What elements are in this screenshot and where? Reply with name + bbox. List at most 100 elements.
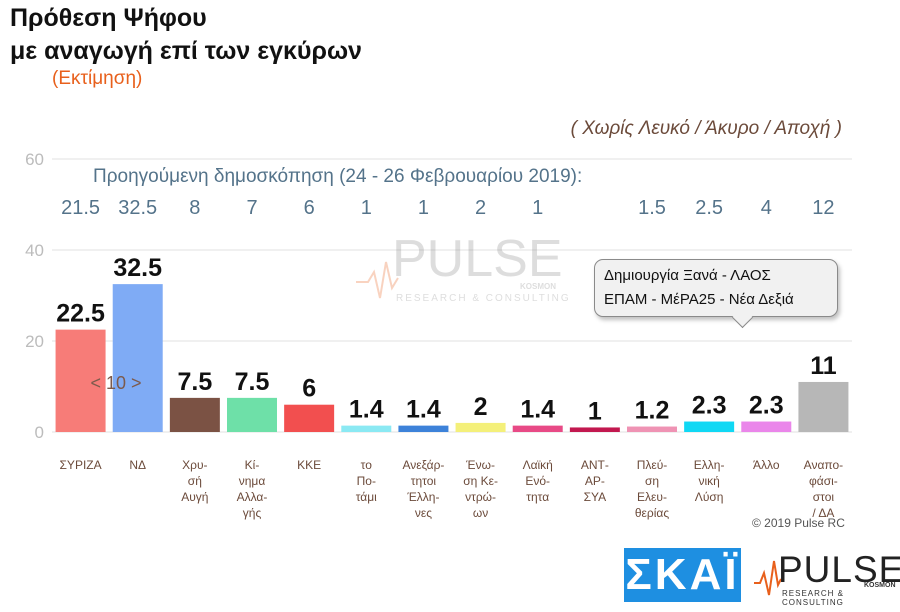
category-label: Αναπο- [804,458,844,472]
category-label: ΑΡ- [585,474,605,488]
value-label: 1.4 [406,396,441,424]
previous-poll-value: 32.5 [118,197,157,219]
previous-poll-value: 1 [418,197,429,219]
value-label: 1.4 [520,396,555,424]
copyright-text: © 2019 Pulse RC [752,516,845,530]
previous-poll-value: 6 [304,197,315,219]
chart-title-line1: Πρόθεση Ψήφου [10,4,207,32]
category-label: Πο- [357,474,376,488]
category-label: Ένω- [465,458,495,472]
pulse-watermark: PULSE RESEARCH & CONSULTING KOSMON [356,230,571,304]
previous-poll-title: Προηγούμενη δημοσκόπηση (24 - 26 Φεβρουα… [93,166,583,187]
category-label: θερίας [635,506,669,520]
bar [284,404,335,432]
pulse-logo-wave-icon [754,560,782,596]
category-label: Λύση [695,490,724,504]
bar [341,425,392,432]
pulse-logo: PULSE KOSMON RESEARCH & CONSULTING [752,549,900,607]
previous-poll-value: 7 [246,197,257,219]
category-label: Ελλη- [694,458,725,472]
exclusion-note: ( Χωρίς Λευκό / Άκυρο / Αποχή ) [570,118,842,139]
watermark-sub: RESEARCH & CONSULTING [396,293,571,304]
category-label: νημα [239,474,266,488]
skai-logo: ΣΚΑΪ [624,548,741,602]
category-label: νική [698,474,719,488]
category-label: Ανεξάρ- [402,458,444,472]
category-label: Χρυ- [182,458,207,472]
category-label: ΣΥΑ [584,490,607,504]
category-label: Πλεύ- [637,458,668,472]
value-label: 1 [588,397,602,425]
value-label: 2.3 [749,392,784,420]
value-labels: 22.5 32.5 7.5 7.5 6 1.4 1.4 2 1.4 1 1.2 2.3 2.3 11 [56,254,836,425]
y-tick-label: 60 [25,150,44,169]
previous-poll-value: 12 [812,197,834,219]
pulse-logo-sub: RESEARCH & CONSULTING [782,589,845,607]
bar [569,427,620,432]
previous-poll-value: 2 [475,197,486,219]
bar [455,422,506,432]
callout-line2: ΕΠΑΜ - ΜέΡΑ25 - Νέα Δεξιά [604,291,794,308]
value-label: 2.3 [692,392,727,420]
previous-poll-value: 21.5 [61,197,100,219]
value-label: 1.2 [635,397,670,425]
category-label: ση Κε- [463,474,498,488]
lead-annotation: < 10 > [90,373,141,393]
y-tick-label: 0 [35,423,44,442]
value-label: 11 [810,352,837,380]
value-label: 7.5 [235,368,270,396]
value-label: 2 [474,393,488,421]
watermark-word: PULSE [392,230,563,288]
category-label: νες [415,506,432,520]
category-label: Άλλο [753,458,780,472]
category-label: Αυγή [181,490,208,504]
value-label: 6 [302,375,316,403]
category-label: στοι [813,490,835,504]
category-label: το [361,458,373,472]
bar [798,381,849,432]
category-label: Λαϊκή [523,458,553,472]
bar [169,397,220,432]
category-label: ΚΚΕ [297,458,321,472]
bars-group [55,284,849,432]
previous-poll-value: 4 [761,197,772,219]
pulse-wave-icon [356,261,399,299]
other-parties-callout: Δημιουργία Ξανά - ΛΑΟΣ ΕΠΑΜ - ΜέΡΑ25 - Ν… [594,259,838,317]
chart-title-line2: με αναγωγή επί των εγκύρων [10,37,362,65]
previous-poll-value: 1 [361,197,372,219]
category-label: Αλλα- [237,490,268,504]
category-label: ΣΥΡΙΖΑ [60,458,102,472]
category-label: ση [645,474,659,488]
pulse-logo-brand: KOSMON [864,582,896,589]
category-label: γής [243,506,262,520]
bar [627,426,677,432]
callout-line1: Δημιουργία Ξανά - ΛΑΟΣ [604,267,771,284]
previous-poll-value: 8 [189,197,200,219]
chart-subtitle: (Εκτίμηση) [52,68,143,89]
previous-poll-values: 21.5 32.5 8 7 6 1 1 2 1 1.5 2.5 4 12 [61,197,834,219]
category-label: Κί- [245,458,260,472]
watermark-brand: KOSMON [520,282,556,291]
category-label: ων [473,506,488,520]
category-label: ΑΝΤ- [581,458,609,472]
category-label: τητα [526,490,549,504]
previous-poll-value: 2.5 [695,197,723,219]
category-label: Ενό- [525,474,550,488]
y-tick-label: 40 [25,241,44,260]
value-label: 1.4 [349,396,384,424]
category-label: ντρώ- [465,490,496,504]
y-axis-ticks: 0 20 40 60 [25,150,44,442]
value-label: 32.5 [113,254,162,282]
previous-poll-value: 1.5 [638,197,666,219]
category-label: ΝΔ [129,458,146,472]
bar [398,425,449,432]
bar [512,425,563,432]
category-label: / ΔΑ [812,506,834,520]
value-label: 7.5 [177,368,212,396]
category-label: τάμι [356,490,377,504]
bar [741,421,792,432]
y-tick-label: 20 [25,332,44,351]
category-label: φάσι- [809,474,838,488]
pulse-logo-word: PULSE [778,549,900,590]
